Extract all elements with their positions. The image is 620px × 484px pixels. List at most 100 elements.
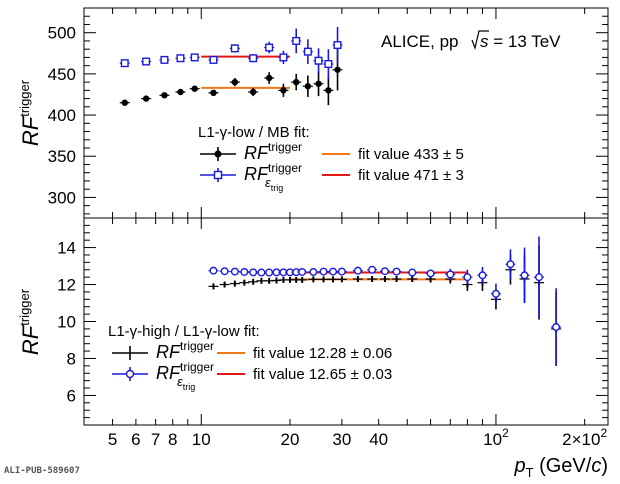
data-point bbox=[332, 26, 343, 64]
data-point bbox=[264, 41, 275, 54]
marker-open-circle bbox=[446, 270, 455, 279]
x-tick-label-part: 2 bbox=[502, 426, 509, 440]
data-point bbox=[328, 267, 339, 276]
legend-label-sub: εtrig bbox=[177, 374, 195, 392]
y-tick-label: 450 bbox=[48, 65, 76, 84]
x-tick-label: 20 bbox=[281, 430, 300, 449]
legend-label-part: RF bbox=[156, 363, 181, 383]
y-tick-label: 6 bbox=[67, 386, 76, 405]
experiment-label-part: ALICE, pp bbox=[381, 32, 459, 51]
data-point bbox=[302, 39, 313, 64]
marker-open-square bbox=[303, 47, 312, 56]
data-point bbox=[248, 278, 259, 285]
marker-filled-circle bbox=[315, 80, 322, 87]
data-point bbox=[208, 89, 219, 97]
data-point bbox=[308, 267, 319, 276]
data-point bbox=[407, 268, 418, 277]
data-point bbox=[189, 53, 200, 62]
legend-label: RFtrigger bbox=[156, 360, 214, 383]
legend-header: L1-γ-low / MB fit: bbox=[198, 124, 310, 141]
x-axis-title-part: c bbox=[591, 455, 601, 477]
marker-filled-circle bbox=[210, 89, 217, 97]
data-point bbox=[302, 75, 313, 97]
legend-label-sub-part: ε bbox=[177, 374, 183, 389]
marker-open-square bbox=[314, 56, 323, 65]
x-axis-title-part: p bbox=[513, 455, 525, 477]
data-point bbox=[308, 276, 319, 283]
legend-label: RFtrigger bbox=[156, 339, 214, 362]
legend-label-part: trigger bbox=[268, 140, 302, 154]
data-point bbox=[477, 266, 488, 284]
marker-open-square bbox=[265, 43, 274, 52]
x-tick-label-part: 20 bbox=[281, 430, 300, 449]
legend-label-part: RF bbox=[244, 164, 269, 184]
marker-open-square bbox=[292, 36, 301, 45]
y-tick-label: 500 bbox=[48, 24, 76, 43]
marker-open-circle bbox=[240, 267, 249, 276]
data-point bbox=[141, 57, 152, 66]
data-point bbox=[323, 75, 334, 106]
marker-open-circle bbox=[392, 267, 401, 276]
data-point bbox=[159, 55, 170, 64]
energy-label-part: s bbox=[480, 32, 489, 51]
legend-fit-label: fit value 433 ± 5 bbox=[358, 146, 464, 163]
x-tick-label: 2×102 bbox=[562, 426, 607, 449]
y-axis-title: RFtrigger bbox=[17, 79, 43, 146]
data-point bbox=[379, 275, 390, 282]
x-tick-label-part: 5 bbox=[108, 430, 117, 449]
marker-filled-circle bbox=[121, 99, 128, 106]
marker-open-circle bbox=[353, 266, 362, 275]
marker-filled-circle bbox=[293, 78, 300, 86]
x-tick-label: 7 bbox=[151, 430, 160, 449]
data-point bbox=[119, 99, 130, 106]
legend-label-sub: εtrig bbox=[265, 175, 283, 193]
data-point bbox=[297, 267, 308, 276]
x-tick-label: 8 bbox=[168, 430, 177, 449]
legend-label-part: trigger bbox=[180, 360, 214, 374]
legend-header: L1-γ-high / L1-γ-low fit: bbox=[108, 323, 260, 340]
x-axis-title-part: ) bbox=[601, 455, 608, 477]
publication-id: ALI-PUB-589607 bbox=[4, 466, 80, 476]
x-tick-label: 102 bbox=[483, 426, 509, 449]
marker-filled-circle bbox=[142, 95, 150, 102]
y-axis-title-part: RF bbox=[18, 115, 43, 146]
legend-marker bbox=[125, 369, 135, 379]
marker-open-square bbox=[279, 53, 288, 62]
data-point bbox=[318, 276, 329, 283]
legend-label-part: RF bbox=[156, 342, 181, 362]
marker-open-circle bbox=[220, 267, 229, 276]
marker-open-circle bbox=[319, 267, 328, 276]
data-point bbox=[391, 275, 402, 282]
data-point bbox=[367, 275, 378, 282]
legend-label-part: trigger bbox=[268, 161, 302, 175]
x-tick-label-part: 10 bbox=[192, 430, 211, 449]
marker-open-circle bbox=[257, 268, 266, 277]
x-tick-label: 40 bbox=[369, 430, 388, 449]
data-point bbox=[208, 266, 219, 275]
data-point bbox=[328, 276, 339, 283]
data-point bbox=[119, 59, 130, 68]
x-axis-title-part: (GeV/ bbox=[534, 455, 592, 477]
marker-open-square bbox=[324, 60, 333, 69]
data-point bbox=[248, 87, 259, 97]
data-point bbox=[490, 283, 501, 304]
data-point bbox=[318, 267, 329, 276]
plot-frame-bottom bbox=[83, 217, 609, 426]
marker-open-circle bbox=[249, 268, 258, 277]
legend: L1-γ-low / MB fit:RFtrigger fit value 433… bbox=[198, 124, 464, 193]
marker-open-square bbox=[176, 54, 185, 63]
marker-open-circle bbox=[506, 260, 515, 269]
x-tick-label: 6 bbox=[131, 430, 140, 449]
y-tick-label: 12 bbox=[57, 276, 76, 295]
x-tick-label: 10 bbox=[192, 430, 211, 449]
y-axis-title: RFtrigger bbox=[17, 288, 43, 355]
data-point bbox=[291, 73, 302, 91]
data-point bbox=[551, 288, 562, 366]
marker-open-circle bbox=[337, 267, 346, 276]
data-point bbox=[323, 49, 334, 79]
legend-label-part: trigger bbox=[180, 339, 214, 353]
legend-label-sub-part: trig bbox=[271, 183, 284, 193]
marker-open-circle bbox=[478, 271, 487, 280]
